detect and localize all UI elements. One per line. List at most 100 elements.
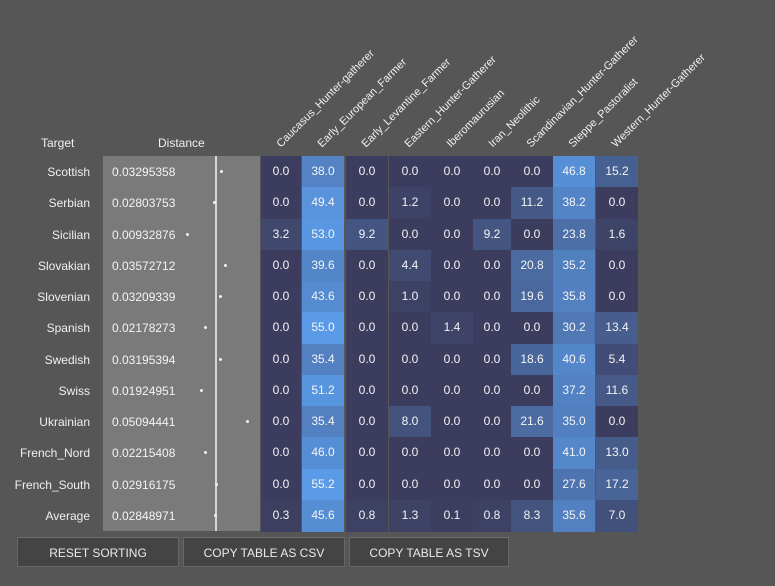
table-cell: 11.6 bbox=[596, 374, 638, 407]
table-cell: 0.0 bbox=[346, 312, 388, 344]
row-target-label: Swedish bbox=[44, 352, 90, 367]
table-cell: 35.6 bbox=[553, 499, 595, 532]
table-cell: 1.3 bbox=[389, 499, 431, 532]
table-cell: 27.6 bbox=[553, 468, 595, 501]
table-cell: 0.0 bbox=[431, 437, 473, 469]
table-cell: 0.0 bbox=[431, 156, 473, 188]
distance-dot bbox=[212, 201, 216, 205]
copy-csv-button[interactable]: COPY TABLE AS CSV bbox=[183, 537, 345, 567]
row-target-label: French_South bbox=[14, 477, 90, 492]
table-cell: 1.0 bbox=[389, 281, 431, 313]
table-cell: 35.0 bbox=[553, 406, 595, 438]
table-cell: 0.8 bbox=[346, 499, 388, 532]
table-cell: 0.0 bbox=[473, 468, 511, 501]
table-cell: 1.6 bbox=[596, 218, 638, 251]
table-cell: 17.2 bbox=[596, 468, 638, 501]
row-target-label: Average bbox=[45, 508, 90, 523]
table-cell: 0.0 bbox=[389, 437, 431, 469]
table-cell: 0.0 bbox=[511, 156, 553, 188]
table-cell: 38.0 bbox=[302, 156, 344, 188]
table-cell: 8.3 bbox=[511, 499, 553, 532]
row-distance-value: 0.03195394 bbox=[112, 352, 176, 367]
table-cell: 0.0 bbox=[261, 468, 301, 501]
table-cell: 0.0 bbox=[389, 343, 431, 376]
table-cell: 53.0 bbox=[302, 218, 344, 251]
table-cell: 38.2 bbox=[553, 187, 595, 219]
copy-tsv-button[interactable]: COPY TABLE AS TSV bbox=[349, 537, 509, 567]
table-cell: 4.4 bbox=[389, 249, 431, 282]
reset-sorting-button[interactable]: RESET SORTING bbox=[17, 537, 179, 567]
row-distance-value: 0.03295358 bbox=[112, 165, 176, 179]
row-target-label: Scottish bbox=[47, 165, 90, 179]
table-cell: 0.0 bbox=[473, 406, 511, 438]
table-cell: 0.0 bbox=[389, 374, 431, 407]
row-target-label: Slovakian bbox=[37, 258, 90, 273]
table-cell: 55.0 bbox=[302, 312, 344, 344]
header-target[interactable]: Target bbox=[41, 136, 75, 150]
table-cell: 1.2 bbox=[389, 187, 431, 219]
table-cell: 3.2 bbox=[261, 218, 301, 251]
table-cell: 0.0 bbox=[389, 218, 431, 251]
table-cell: 45.6 bbox=[302, 499, 344, 532]
distance-dot bbox=[220, 170, 224, 173]
distance-dot bbox=[203, 326, 207, 330]
table-cell: 0.0 bbox=[473, 187, 511, 219]
table-cell: 13.0 bbox=[596, 437, 638, 469]
table-cell: 39.6 bbox=[302, 249, 344, 282]
table-cell: 9.2 bbox=[346, 218, 388, 251]
table-cell: 0.0 bbox=[473, 249, 511, 282]
table-cell: 0.0 bbox=[473, 343, 511, 376]
distance-dot bbox=[246, 420, 249, 423]
table-cell: 19.6 bbox=[511, 281, 553, 313]
table-cell: 0.0 bbox=[389, 312, 431, 344]
table-cell: 0.0 bbox=[511, 374, 553, 407]
table-cell: 0.0 bbox=[431, 406, 473, 438]
table-cell: 35.4 bbox=[302, 343, 344, 376]
table-cell: 0.0 bbox=[511, 468, 553, 501]
row-distance-value: 0.05094441 bbox=[112, 415, 176, 429]
table-cell: 23.8 bbox=[553, 218, 595, 251]
average-distance-line bbox=[215, 156, 217, 531]
table-cell: 0.3 bbox=[261, 499, 301, 532]
table-cell: 49.4 bbox=[302, 187, 344, 219]
row-target-label: Swiss bbox=[58, 383, 90, 398]
table-cell: 0.0 bbox=[261, 343, 301, 376]
table-cell: 0.0 bbox=[346, 249, 388, 282]
row-target-label: Slovenian bbox=[37, 290, 90, 304]
table-cell: 9.2 bbox=[473, 218, 511, 251]
table-cell: 0.1 bbox=[431, 499, 473, 532]
table-cell: 0.0 bbox=[431, 343, 473, 376]
row-distance-value: 0.02916175 bbox=[112, 477, 176, 492]
table-cell: 0.0 bbox=[389, 468, 431, 501]
header-distance[interactable]: Distance bbox=[158, 136, 205, 150]
table-cell: 30.2 bbox=[553, 312, 595, 344]
table-cell: 35.2 bbox=[553, 249, 595, 282]
table-cell: 35.8 bbox=[553, 281, 595, 313]
table-cell: 0.0 bbox=[473, 281, 511, 313]
table-cell: 5.4 bbox=[596, 343, 638, 376]
row-target-label: French_Nord bbox=[19, 446, 90, 461]
distance-dot bbox=[200, 388, 204, 392]
table-cell: 1.4 bbox=[431, 312, 473, 344]
table-cell: 0.0 bbox=[431, 374, 473, 407]
table-cell: 0.0 bbox=[261, 312, 301, 344]
table-cell: 0.0 bbox=[346, 281, 388, 313]
table-cell: 0.0 bbox=[511, 218, 553, 251]
row-target-label: Sicilian bbox=[51, 227, 90, 242]
table-cell: 18.6 bbox=[511, 343, 553, 376]
table-cell: 46.8 bbox=[553, 156, 595, 188]
table-cell: 0.0 bbox=[596, 406, 638, 438]
table-cell: 0.0 bbox=[346, 343, 388, 376]
table-cell: 11.2 bbox=[511, 187, 553, 219]
row-target-label: Ukrainian bbox=[39, 415, 90, 429]
table-cell: 0.0 bbox=[511, 312, 553, 344]
table-cell: 0.0 bbox=[596, 249, 638, 282]
table-cell: 0.0 bbox=[346, 374, 388, 407]
column-header[interactable]: Western_Hunter-Gatherer bbox=[609, 51, 708, 150]
table-cell: 0.0 bbox=[261, 406, 301, 438]
distance-dot bbox=[213, 513, 217, 517]
row-distance-value: 0.01924951 bbox=[112, 383, 176, 398]
distance-dot bbox=[204, 451, 208, 455]
table-cell: 0.0 bbox=[261, 281, 301, 313]
distance-dot bbox=[224, 263, 228, 267]
